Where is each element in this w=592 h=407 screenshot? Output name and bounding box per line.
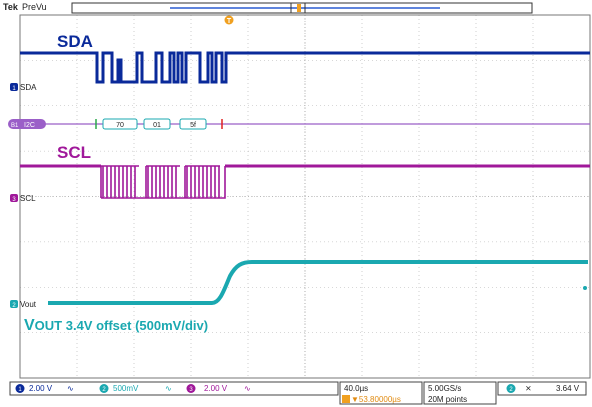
record-length: 20M points [428,395,467,404]
timebase-value: 40.0µs [344,384,368,393]
trigger-position-icon[interactable] [224,15,234,25]
ch3-ground-marker[interactable] [10,194,18,202]
channel-readout-box[interactable] [9,381,339,396]
vout-label: Vout [20,300,37,309]
ch3-readout-num: 3 [189,387,193,393]
scl-clock-burst [100,165,226,199]
trigger-position-readout-icon [342,395,350,403]
trigger-readout-box[interactable] [497,381,587,396]
ch2-readout-icon [99,384,109,393]
sda-waveform [20,51,590,84]
trigger-position-marker-letter: T [227,18,232,25]
ch2-scale: 500mV [113,384,139,393]
timebase-readout-box[interactable] [339,381,423,405]
acquisition-readout-box[interactable] [423,381,497,405]
ch2-ground-marker[interactable] [10,300,18,308]
sample-rate: 5.00GS/s [428,384,461,393]
ch2-marker-num: 2 [12,303,16,309]
ch1-readout-num: 1 [18,387,22,393]
overview-trigger-marker [297,4,301,12]
trigger-slope-icon: ⨯ [525,384,532,393]
sda-label: SDA [20,83,37,92]
graticule-frame [19,14,591,379]
bus-packet-value: 70 [116,122,124,129]
ch2-bandwidth-icon: ∿ [165,384,172,393]
ch3-readout-icon [186,384,196,393]
bus-packet-value: 5f [190,122,196,129]
bus-packet-box [179,118,207,130]
bus-packet-box [102,118,138,130]
ch1-readout-icon [15,384,25,393]
bus-packet-box [143,118,171,130]
mode-label: PreVu [22,2,47,12]
trigger-source-icon [506,384,516,393]
vout-title: VOUT 3.4V offset (500mV/div) [24,317,208,334]
brand-label: Tek [3,2,19,12]
scl-label: SCL [20,194,36,203]
ch1-scale: 2.00 V [29,384,53,393]
bus-packets: 70 01 5f [102,118,207,130]
bus-label-pill[interactable] [8,119,46,129]
ch1-marker-num: 1 [12,86,16,92]
ch3-marker-num: 3 [12,197,16,203]
trigger-level: 3.64 V [556,384,580,393]
overview-bracket [290,2,306,14]
ch1-ground-marker[interactable] [10,83,18,91]
ch1-bandwidth-icon: ∿ [67,384,74,393]
scl-title: SCL [57,143,91,162]
scl-clock-edges [100,165,226,199]
ch2-readout-num: 2 [102,387,106,393]
sda-title: SDA [57,32,93,51]
bus-packet-value: 01 [153,122,161,129]
bus-label: I2C [24,122,35,129]
ch3-bandwidth-icon: ∿ [244,384,251,393]
ch2-offscreen-indicator [583,286,587,290]
trigger-position-value: ▼53.80000µs [351,395,401,404]
ch3-scale: 2.00 V [204,384,228,393]
bus-marker: B1 [11,123,19,129]
trigger-source-num: 2 [509,387,513,393]
vout-waveform [48,260,588,305]
graticule [20,15,590,378]
